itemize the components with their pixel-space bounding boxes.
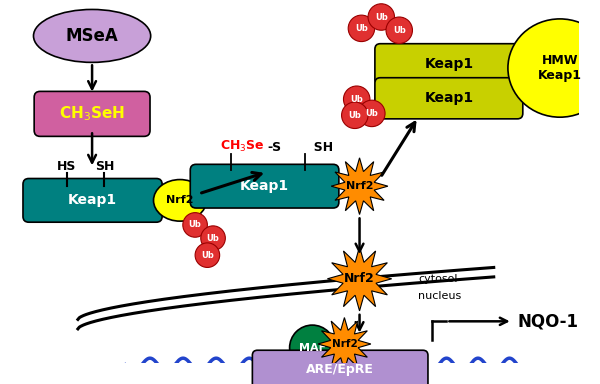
Text: ARE/EpRE: ARE/EpRE: [306, 363, 374, 376]
Circle shape: [343, 86, 370, 113]
Circle shape: [341, 102, 368, 129]
Text: Keap1: Keap1: [424, 57, 473, 71]
FancyBboxPatch shape: [375, 44, 523, 85]
Text: -S: -S: [267, 141, 281, 154]
Circle shape: [201, 226, 226, 250]
Circle shape: [195, 243, 220, 267]
Text: Ub: Ub: [375, 13, 388, 22]
Text: Nrf2: Nrf2: [346, 181, 373, 191]
Text: MAF: MAF: [299, 343, 326, 353]
Text: HMW
Keap1: HMW Keap1: [538, 54, 582, 82]
Text: Ub: Ub: [355, 24, 368, 33]
Text: Keap1: Keap1: [240, 179, 289, 193]
FancyBboxPatch shape: [253, 350, 428, 384]
FancyBboxPatch shape: [190, 164, 339, 208]
Circle shape: [368, 4, 395, 30]
Text: NQO-1: NQO-1: [517, 312, 578, 330]
Ellipse shape: [508, 19, 600, 117]
Circle shape: [348, 15, 374, 41]
Text: Ub: Ub: [189, 220, 202, 229]
FancyBboxPatch shape: [23, 179, 162, 222]
Text: Ub: Ub: [206, 233, 220, 243]
Text: MSeA: MSeA: [66, 27, 118, 45]
FancyBboxPatch shape: [34, 91, 150, 136]
Text: Nrf2: Nrf2: [166, 195, 194, 205]
Text: Nrf2: Nrf2: [332, 339, 357, 349]
Text: cytosol: cytosol: [418, 274, 458, 284]
Text: Ub: Ub: [350, 95, 363, 104]
Text: Ub: Ub: [365, 109, 378, 118]
Text: HS: HS: [57, 160, 76, 173]
Text: nucleus: nucleus: [418, 291, 461, 301]
Text: SH: SH: [95, 160, 114, 173]
Text: CH$_3$SeH: CH$_3$SeH: [59, 104, 125, 123]
FancyBboxPatch shape: [375, 78, 523, 119]
Text: Ub: Ub: [393, 26, 406, 35]
Text: Keap1: Keap1: [424, 91, 473, 105]
Text: CH$_3$Se: CH$_3$Se: [220, 139, 264, 154]
Text: Ub: Ub: [349, 111, 361, 120]
Polygon shape: [328, 247, 392, 311]
Circle shape: [359, 100, 385, 127]
Circle shape: [290, 325, 335, 371]
Text: Ub: Ub: [201, 251, 214, 260]
Text: Nrf2: Nrf2: [344, 272, 375, 285]
Polygon shape: [318, 318, 371, 371]
Text: Keap1: Keap1: [68, 194, 117, 207]
Circle shape: [386, 17, 412, 43]
Ellipse shape: [154, 180, 206, 221]
Ellipse shape: [34, 10, 151, 62]
Text: SH: SH: [305, 141, 333, 154]
Circle shape: [183, 213, 208, 237]
Polygon shape: [331, 158, 388, 215]
